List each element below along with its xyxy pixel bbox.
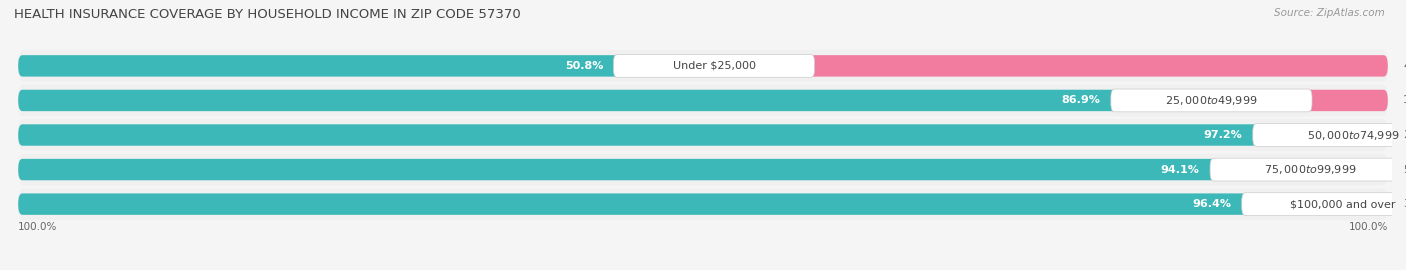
FancyBboxPatch shape (1354, 124, 1388, 146)
FancyBboxPatch shape (1241, 193, 1406, 215)
Text: $25,000 to $49,999: $25,000 to $49,999 (1166, 94, 1258, 107)
FancyBboxPatch shape (18, 193, 1343, 215)
Text: 94.1%: 94.1% (1161, 164, 1199, 175)
FancyBboxPatch shape (18, 50, 1388, 82)
Text: $75,000 to $99,999: $75,000 to $99,999 (1264, 163, 1357, 176)
FancyBboxPatch shape (1211, 158, 1406, 181)
FancyBboxPatch shape (18, 119, 1388, 151)
Text: 13.1%: 13.1% (1403, 95, 1406, 106)
FancyBboxPatch shape (18, 159, 1310, 180)
FancyBboxPatch shape (18, 85, 1388, 116)
FancyBboxPatch shape (1310, 159, 1388, 180)
FancyBboxPatch shape (1253, 124, 1406, 146)
Text: 50.8%: 50.8% (565, 61, 603, 71)
Text: HEALTH INSURANCE COVERAGE BY HOUSEHOLD INCOME IN ZIP CODE 57370: HEALTH INSURANCE COVERAGE BY HOUSEHOLD I… (14, 8, 520, 21)
Text: 86.9%: 86.9% (1062, 95, 1101, 106)
Text: $100,000 and over: $100,000 and over (1289, 199, 1395, 209)
Text: 2.8%: 2.8% (1403, 130, 1406, 140)
FancyBboxPatch shape (18, 55, 714, 77)
FancyBboxPatch shape (18, 154, 1388, 185)
FancyBboxPatch shape (714, 55, 1388, 77)
Text: 5.9%: 5.9% (1403, 164, 1406, 175)
Text: Under $25,000: Under $25,000 (672, 61, 755, 71)
FancyBboxPatch shape (18, 188, 1388, 220)
FancyBboxPatch shape (1212, 90, 1388, 111)
Text: 96.4%: 96.4% (1192, 199, 1232, 209)
Text: 100.0%: 100.0% (1348, 222, 1388, 232)
FancyBboxPatch shape (613, 55, 814, 77)
Text: 49.2%: 49.2% (1403, 61, 1406, 71)
Text: Source: ZipAtlas.com: Source: ZipAtlas.com (1274, 8, 1385, 18)
FancyBboxPatch shape (1343, 193, 1388, 215)
FancyBboxPatch shape (18, 90, 1212, 111)
FancyBboxPatch shape (18, 124, 1354, 146)
Text: $50,000 to $74,999: $50,000 to $74,999 (1308, 129, 1399, 141)
Text: 3.6%: 3.6% (1403, 199, 1406, 209)
Text: 100.0%: 100.0% (18, 222, 58, 232)
FancyBboxPatch shape (1111, 89, 1312, 112)
Text: 97.2%: 97.2% (1204, 130, 1243, 140)
